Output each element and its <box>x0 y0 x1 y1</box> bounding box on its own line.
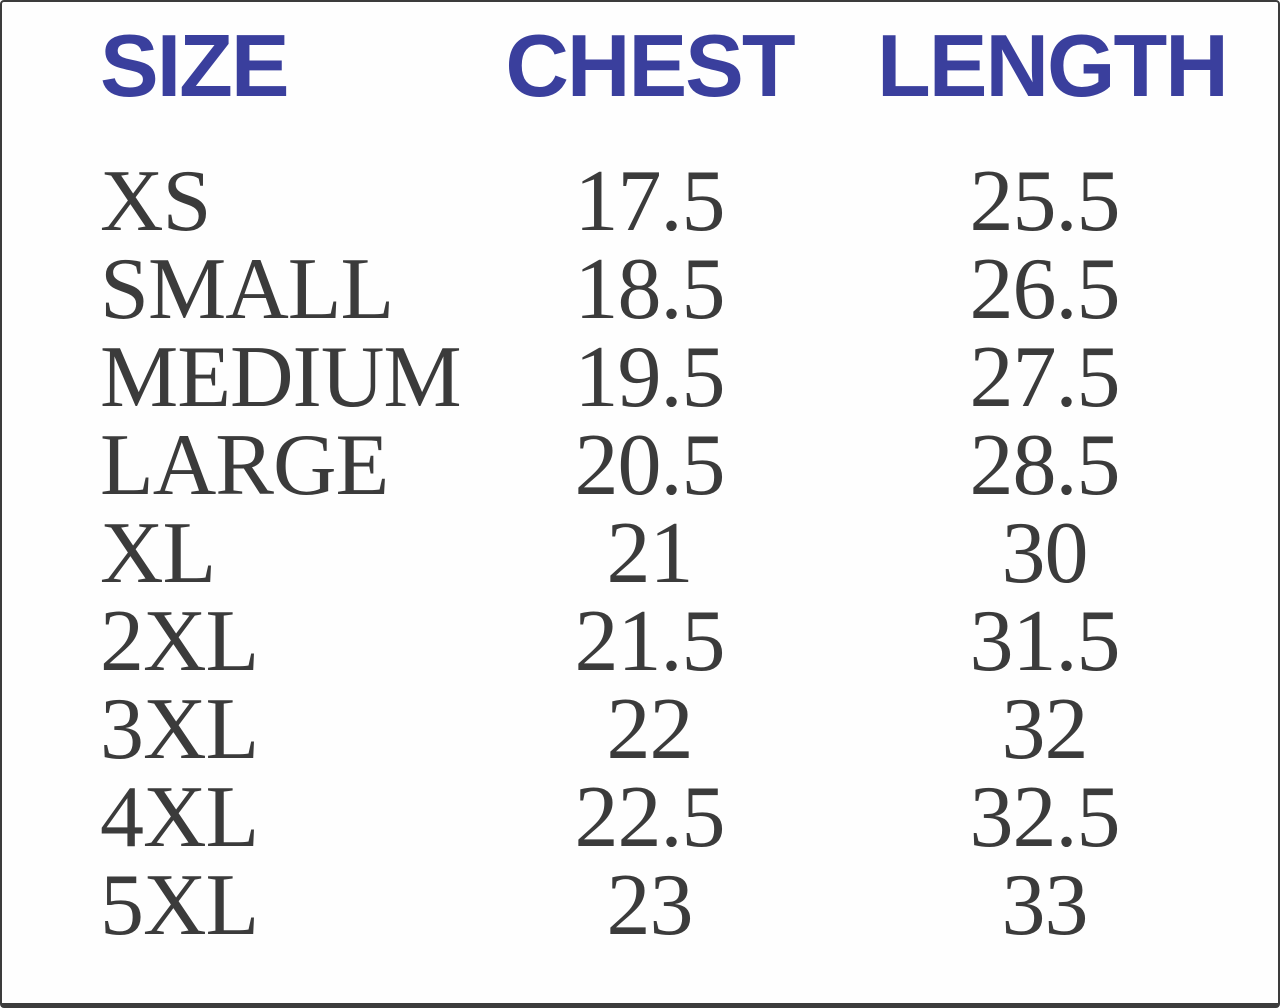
size-cell: SMALL <box>100 241 394 338</box>
length-cell: 33 <box>1001 857 1089 954</box>
column-header-size: SIZE <box>100 16 290 115</box>
length-cell: 32 <box>1001 681 1089 778</box>
table-row: 3XL 22 32 <box>2 686 1278 774</box>
size-cell: 4XL <box>100 769 259 866</box>
size-cell: 2XL <box>100 593 259 690</box>
chest-cell: 21.5 <box>574 593 726 690</box>
length-cell: 28.5 <box>969 417 1121 514</box>
table-body: XS 17.5 25.5 SMALL 18.5 26.5 MEDIUM 19.5 27.5 LAR… <box>2 158 1278 950</box>
size-cell: 3XL <box>100 681 259 778</box>
size-cell: LARGE <box>100 417 389 514</box>
table-row: 2XL 21.5 31.5 <box>2 598 1278 686</box>
chest-cell: 17.5 <box>574 153 726 250</box>
length-cell: 32.5 <box>969 769 1121 866</box>
length-cell: 27.5 <box>969 329 1121 426</box>
table-row: 4XL 22.5 32.5 <box>2 774 1278 862</box>
length-cell: 31.5 <box>969 593 1121 690</box>
table-row: XS 17.5 25.5 <box>2 158 1278 246</box>
column-header-length: LENGTH <box>877 16 1229 115</box>
table-row: 5XL 23 33 <box>2 862 1278 950</box>
column-header-chest: CHEST <box>505 16 795 115</box>
length-cell: 25.5 <box>969 153 1121 250</box>
size-cell: XL <box>100 505 216 602</box>
chest-cell: 19.5 <box>574 329 726 426</box>
table-row: LARGE 20.5 28.5 <box>2 422 1278 510</box>
length-cell: 26.5 <box>969 241 1121 338</box>
table-header-row: SIZE CHEST LENGTH <box>2 2 1278 158</box>
chest-cell: 22 <box>606 681 694 778</box>
table-row: MEDIUM 19.5 27.5 <box>2 334 1278 422</box>
chest-cell: 21 <box>606 505 694 602</box>
size-cell: 5XL <box>100 857 259 954</box>
length-cell: 30 <box>1001 505 1089 602</box>
table-row: SMALL 18.5 26.5 <box>2 246 1278 334</box>
size-cell: XS <box>100 153 212 250</box>
size-cell: MEDIUM <box>100 329 462 426</box>
chest-cell: 23 <box>606 857 694 954</box>
chest-cell: 18.5 <box>574 241 726 338</box>
chest-cell: 22.5 <box>574 769 726 866</box>
chest-cell: 20.5 <box>574 417 726 514</box>
table-row: XL 21 30 <box>2 510 1278 598</box>
